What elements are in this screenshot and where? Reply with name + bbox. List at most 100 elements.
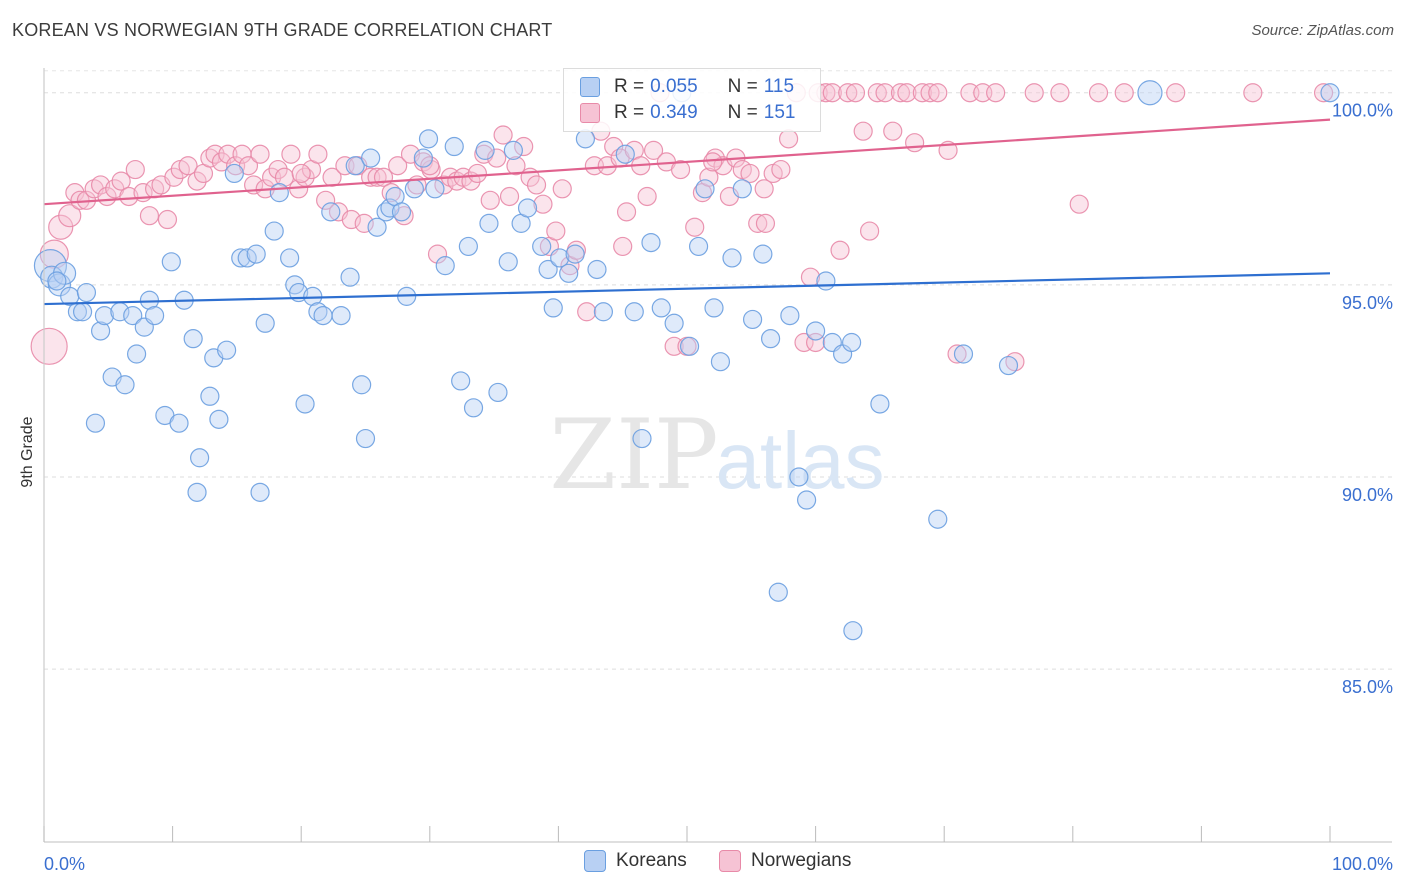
data-point	[905, 133, 925, 153]
data-point	[250, 482, 270, 502]
data-point	[624, 302, 644, 322]
data-point	[451, 371, 471, 391]
data-point	[760, 329, 781, 349]
data-point	[217, 340, 237, 360]
data-point	[211, 152, 232, 172]
data-point	[187, 171, 207, 191]
bottom-legend-swatch-norwegian	[719, 850, 741, 872]
data-point	[575, 129, 596, 149]
data-point	[517, 198, 538, 218]
data-point	[1320, 83, 1340, 103]
data-point	[498, 252, 518, 272]
data-point	[710, 352, 731, 372]
data-point	[771, 159, 791, 180]
data-point	[480, 190, 500, 210]
data-point	[754, 179, 774, 199]
data-point	[200, 148, 220, 168]
data-point	[164, 167, 184, 187]
trend-line-korean	[43, 272, 1331, 306]
data-point	[514, 136, 534, 157]
data-point	[546, 221, 566, 241]
data-point	[178, 156, 198, 176]
data-point	[499, 186, 520, 207]
data-point	[920, 83, 940, 103]
data-point	[425, 179, 445, 199]
data-point	[753, 244, 773, 264]
data-point	[209, 409, 229, 429]
data-point	[928, 509, 948, 529]
data-point	[367, 217, 387, 237]
legend-n-label: N =	[727, 76, 758, 97]
data-point	[420, 156, 440, 176]
trend-lines	[43, 118, 1331, 306]
data-point	[816, 271, 836, 291]
data-point	[664, 313, 684, 333]
data-point	[381, 183, 401, 203]
data-point	[404, 179, 424, 199]
data-point	[533, 194, 553, 214]
legend-swatch-norwegian	[580, 103, 600, 123]
data-point	[838, 83, 858, 103]
legend-r-value-korean: 0.055	[650, 76, 698, 97]
data-point	[331, 305, 351, 326]
data-point	[643, 140, 664, 160]
data-point	[161, 252, 181, 272]
data-point	[998, 355, 1019, 376]
data-point	[246, 244, 266, 264]
data-point	[340, 267, 360, 287]
data-point	[1313, 83, 1334, 103]
x-tick-label: 0.0%	[44, 854, 85, 874]
data-point	[48, 214, 74, 240]
data-point	[52, 261, 77, 285]
legend-n-value-korean: 115	[763, 76, 795, 97]
legend-r-label: R =	[614, 102, 645, 123]
data-point	[890, 83, 911, 103]
data-point	[538, 259, 558, 280]
data-point	[144, 305, 165, 326]
data-point	[1166, 83, 1186, 103]
data-point	[742, 309, 763, 330]
data-point	[218, 144, 238, 164]
data-point	[444, 136, 464, 157]
data-point	[269, 183, 289, 203]
data-point	[139, 290, 160, 310]
data-point	[870, 394, 890, 414]
data-point	[616, 202, 637, 222]
y-tick-label: 95.0%	[1342, 293, 1393, 313]
data-point	[685, 217, 705, 237]
data-point	[313, 305, 333, 326]
data-point	[47, 271, 67, 291]
chart-title: KOREAN VS NORWEGIAN 9TH GRADE CORRELATIO…	[12, 20, 553, 40]
data-point	[187, 482, 207, 502]
data-point	[830, 240, 850, 260]
data-point	[577, 302, 597, 322]
data-point	[587, 259, 607, 280]
data-point	[860, 221, 880, 241]
data-point	[123, 305, 143, 326]
data-point	[354, 213, 374, 233]
data-point	[565, 244, 585, 264]
bottom-legend-korean: Koreans	[584, 850, 687, 872]
data-point	[115, 375, 135, 395]
data-point	[85, 413, 106, 433]
data-point	[732, 179, 752, 199]
data-point	[883, 121, 903, 141]
y-tick-labels: 85.0% 90.0% 95.0% 100.0%	[1332, 101, 1393, 697]
data-point	[94, 305, 115, 326]
data-point	[341, 209, 361, 230]
data-point	[380, 198, 400, 218]
data-point	[1114, 83, 1134, 103]
data-point	[651, 298, 671, 318]
legend-box: R = 0.055 N = 115 R = 0.349 N = 151	[563, 68, 821, 132]
data-point	[688, 236, 709, 257]
data-point	[200, 386, 220, 406]
data-point	[875, 83, 895, 103]
data-point	[1243, 83, 1263, 103]
data-point	[250, 144, 270, 164]
data-point	[76, 282, 97, 303]
data-point	[224, 163, 244, 184]
data-point	[506, 156, 526, 176]
data-point	[231, 248, 251, 268]
data-point	[1069, 194, 1089, 214]
